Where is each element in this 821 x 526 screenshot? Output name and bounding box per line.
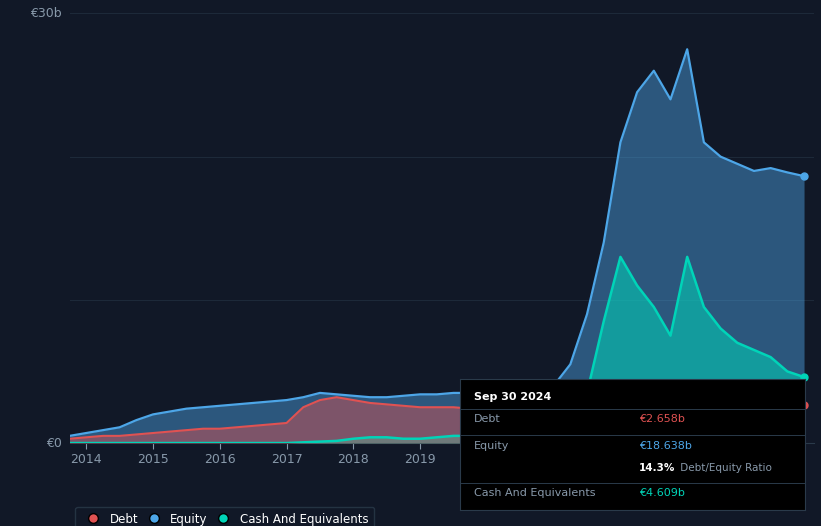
Text: €4.609b: €4.609b [639, 488, 685, 498]
Text: €2.658b: €2.658b [639, 414, 685, 424]
Text: Equity: Equity [474, 440, 509, 451]
Text: Debt: Debt [474, 414, 500, 424]
Text: €0: €0 [46, 437, 62, 450]
Text: Sep 30 2024: Sep 30 2024 [474, 392, 551, 402]
Text: Cash And Equivalents: Cash And Equivalents [474, 488, 595, 498]
Text: 14.3%: 14.3% [639, 463, 676, 473]
Text: €18.638b: €18.638b [639, 440, 692, 451]
Text: €30b: €30b [30, 7, 62, 20]
Legend: Debt, Equity, Cash And Equivalents: Debt, Equity, Cash And Equivalents [76, 507, 374, 526]
Text: Debt/Equity Ratio: Debt/Equity Ratio [677, 463, 772, 473]
